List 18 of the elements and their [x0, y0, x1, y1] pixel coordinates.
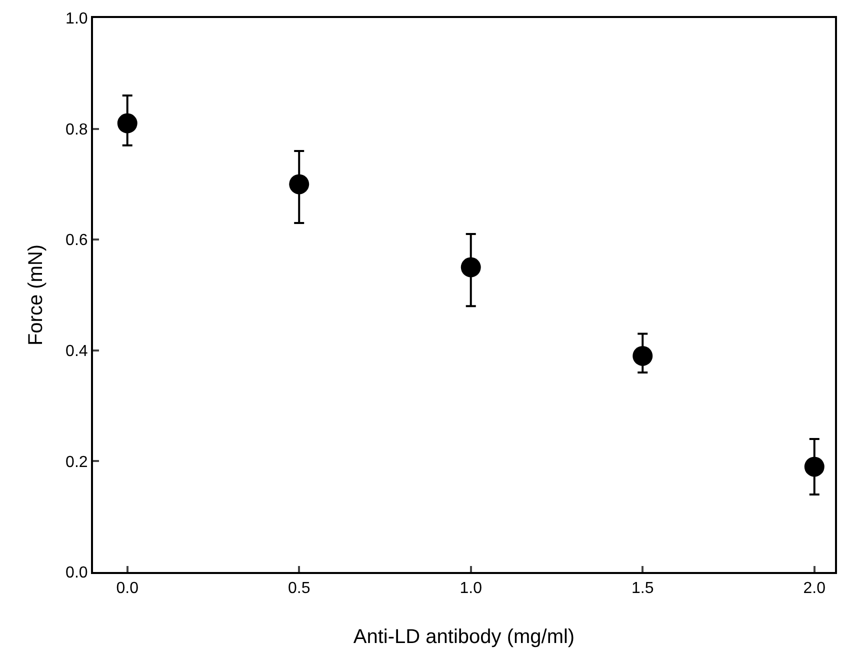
- point: [460, 257, 481, 278]
- x-tick-label: 0.5: [288, 580, 310, 598]
- x-tick-label: 1.0: [460, 580, 482, 598]
- x-axis-title: Anti-LD antibody (mg/ml): [353, 626, 575, 648]
- point: [632, 346, 653, 366]
- y-tick-label: 0.2: [66, 454, 88, 471]
- y-tick-label: 0.6: [66, 232, 88, 250]
- y-tick-label: 0.0: [66, 564, 88, 582]
- y-tick-label: 0.4: [66, 343, 88, 360]
- y-tick-label: 1.0: [66, 10, 88, 28]
- point: [117, 113, 138, 134]
- y-tick-label: 0.8: [66, 121, 88, 138]
- x-tick-label: 2.0: [803, 580, 826, 598]
- x-tick-label: 0.0: [116, 580, 139, 598]
- x-tick-label: 1.5: [632, 580, 654, 598]
- point: [289, 174, 310, 194]
- point: [804, 456, 824, 477]
- y-axis-title: Force (mN): [25, 244, 47, 346]
